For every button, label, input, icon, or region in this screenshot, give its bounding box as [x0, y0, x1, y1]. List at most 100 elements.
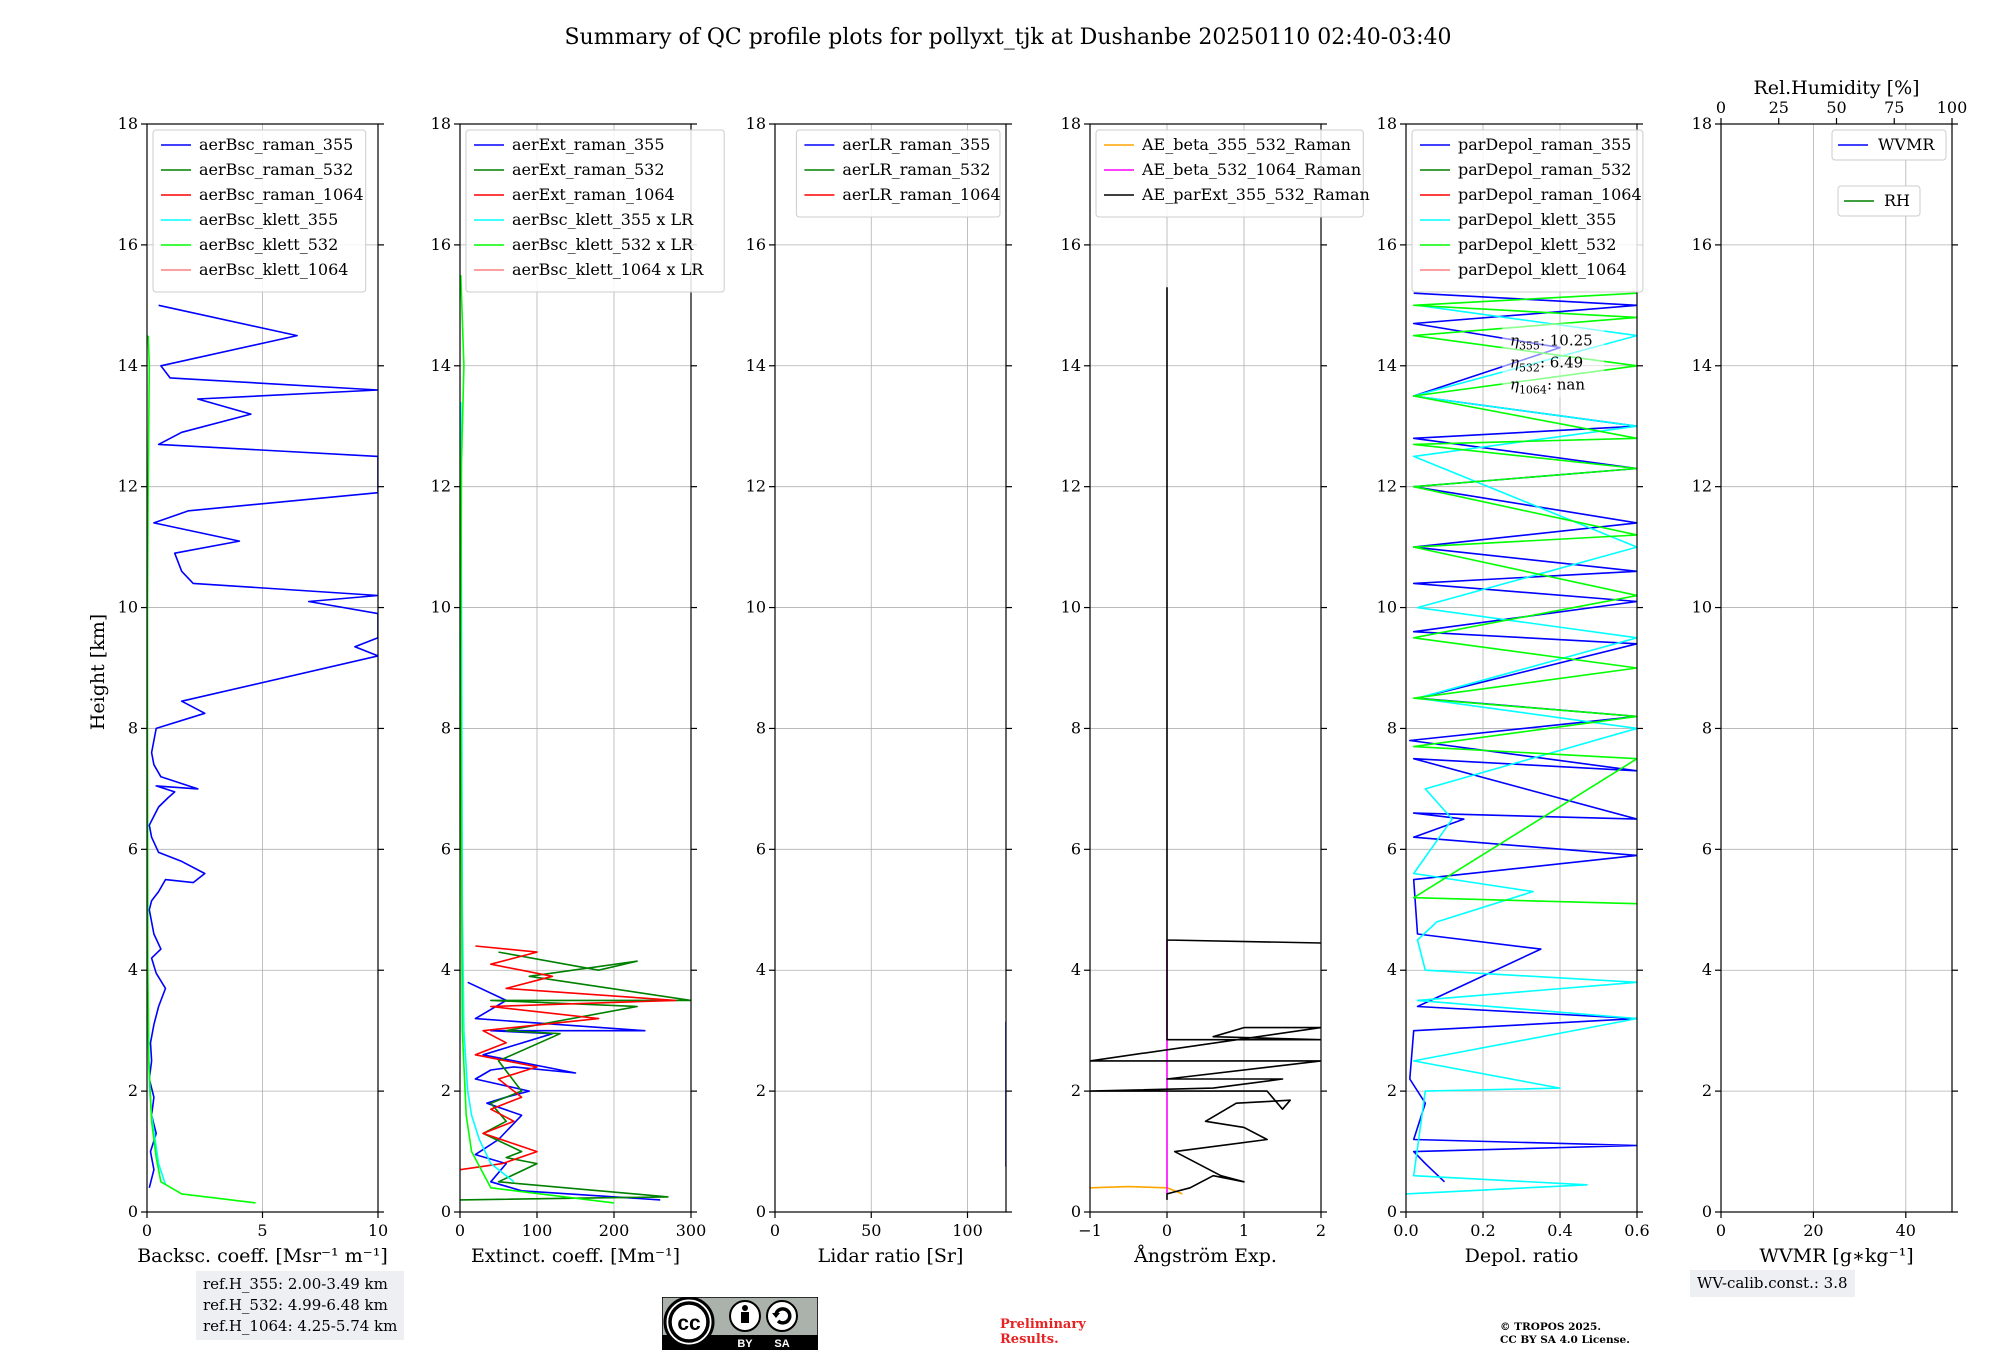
y-tick-label: 0	[1702, 1202, 1712, 1221]
y-tick-label: 14	[431, 356, 451, 375]
x-axis-label: Ångström Exp.	[1133, 1245, 1277, 1267]
x-tick-label: 100	[522, 1221, 553, 1240]
ref-height-532: ref.H_532: 4.99-6.48 km	[203, 1296, 388, 1314]
y-tick-label: 12	[118, 477, 138, 496]
y-tick-label: 4	[1702, 960, 1712, 979]
legend-label: aerBsc_klett_355 x LR	[512, 210, 694, 229]
legend-label: aerExt_raman_532	[512, 160, 665, 179]
y-tick-label: 8	[128, 718, 138, 737]
axes-frame	[459, 123, 692, 1213]
x-tick-label: −1	[1078, 1221, 1102, 1240]
y-tick-label: 10	[1061, 598, 1081, 617]
axes-frame	[1405, 123, 1638, 1213]
y-tick-label: 4	[756, 960, 766, 979]
legend-label: aerBsc_raman_355	[199, 135, 353, 154]
legend-box	[1411, 129, 1644, 293]
legend-label: aerBsc_klett_532 x LR	[512, 235, 694, 254]
series-aerBsc_klett_355 x LR	[460, 401, 515, 1183]
x-tick-label: 300	[676, 1221, 707, 1240]
legend: aerBsc_raman_355 aerBsc_raman_532 aerBsc_r…	[152, 129, 367, 293]
y-tick-label: 8	[1702, 718, 1712, 737]
y-tick-label: 10	[1377, 598, 1397, 617]
top-x-tick-label: 100	[1937, 98, 1968, 117]
x-tick-label: 0.6	[1624, 1221, 1649, 1240]
series-group	[1090, 287, 1321, 1200]
x-axis-label: Depol. ratio	[1465, 1245, 1579, 1267]
y-tick-label: 6	[1387, 839, 1397, 858]
y-tick-label: 6	[441, 839, 451, 858]
legend-label: RH	[1884, 191, 1910, 210]
figure-title: Summary of QC profile plots for pollyxt_…	[564, 25, 1451, 50]
series-parDepol_klett_355	[1406, 304, 1637, 1195]
x-tick-label: 0.2	[1470, 1221, 1495, 1240]
series-aerExt_raman_532	[460, 951, 691, 1201]
eta-label: η1064: nan	[1510, 376, 1585, 397]
x-tick-label: 0	[455, 1221, 465, 1240]
y-tick-label: 14	[118, 356, 138, 375]
y-tick-label: 2	[756, 1081, 766, 1100]
y-tick-label: 8	[1387, 718, 1397, 737]
svg-text:cc: cc	[677, 1312, 701, 1335]
axes-frame	[1720, 123, 1953, 1213]
legend-label: parDepol_raman_532	[1458, 160, 1631, 179]
y-tick-label: 6	[756, 839, 766, 858]
top-axis-label: Rel.Humidity [%]	[1753, 77, 1919, 99]
x-axis-label: Backsc. coeff. [Msr⁻¹ m⁻¹]	[137, 1245, 388, 1267]
legend-label: aerLR_raman_1064	[842, 185, 1000, 204]
y-tick-label: 4	[128, 960, 138, 979]
legend-label: WVMR	[1878, 135, 1935, 154]
x-axis-label: WVMR [g∗kg⁻¹]	[1759, 1245, 1913, 1267]
y-tick-label: 0	[441, 1202, 451, 1221]
y-tick-label: 16	[1061, 235, 1081, 254]
x-tick-label: 40	[1896, 1221, 1916, 1240]
preliminary-line-2: Results.	[1000, 1332, 1059, 1347]
x-tick-label: 100	[952, 1221, 983, 1240]
y-tick-label: 14	[1377, 356, 1397, 375]
panel-lr: 0 2 4 6 8 10 12 14 16 18 0 50 100 Lidar ratio [Sr] aer…	[746, 114, 1012, 1267]
eta-label: η355: 10.25	[1510, 332, 1593, 353]
ref-height-355: ref.H_355: 2.00-3.49 km	[203, 1275, 388, 1293]
x-tick-label: 0	[1162, 1221, 1172, 1240]
x-tick-label: 10	[368, 1221, 388, 1240]
y-tick-label: 2	[1387, 1081, 1397, 1100]
y-tick-label: 0	[756, 1202, 766, 1221]
y-tick-label: 18	[1061, 114, 1081, 133]
cc-by-label: BY	[737, 1338, 753, 1350]
y-tick-label: 14	[1692, 356, 1712, 375]
legend-label: parDepol_klett_532	[1458, 235, 1616, 254]
y-tick-label: 12	[1692, 477, 1712, 496]
y-tick-label: 14	[1061, 356, 1081, 375]
x-tick-label: 1	[1239, 1221, 1249, 1240]
top-x-tick-label: 0	[1716, 98, 1726, 117]
legend-label: aerBsc_klett_1064 x LR	[512, 260, 704, 279]
preliminary-note: Preliminary Results.	[1000, 1317, 1086, 1347]
panel-depol: 0 2 4 6 8 10 12 14 16 18 0.0 0.2 0.4 0.6 Depol. ratio p…	[1377, 114, 1650, 1267]
y-tick-label: 14	[746, 356, 766, 375]
y-tick-label: 18	[1692, 114, 1712, 133]
legend-box	[152, 129, 367, 293]
y-tick-label: 10	[118, 598, 138, 617]
y-tick-label: 16	[746, 235, 766, 254]
legend: AE_beta_355_532_Raman AE_beta_532_1064_Ra…	[1095, 129, 1370, 218]
legend-box	[465, 129, 725, 293]
series-group	[1406, 292, 1637, 1195]
y-tick-label: 0	[1071, 1202, 1081, 1221]
eta-label: η532: 6.49	[1510, 354, 1583, 375]
x-tick-label: 2	[1316, 1221, 1326, 1240]
y-tick-label: 2	[441, 1081, 451, 1100]
legend-box	[1831, 129, 1947, 161]
legend-label: AE_beta_532_1064_Raman	[1141, 160, 1361, 179]
x-axis-label: Lidar ratio [Sr]	[818, 1245, 964, 1267]
legend-label: parDepol_klett_1064	[1458, 260, 1627, 279]
y-tick-label: 4	[1387, 960, 1397, 979]
y-tick-label: 18	[746, 114, 766, 133]
x-tick-label: 0	[142, 1221, 152, 1240]
series-aerBsc_klett_532 x LR	[460, 275, 615, 1204]
series-parDepol_klett_532	[1412, 292, 1637, 905]
legend-entry: WVMR	[1831, 129, 1947, 161]
x-tick-label: 0.0	[1393, 1221, 1418, 1240]
panel-bsc: 0 2 4 6 8 10 12 14 16 18 0 5 10 Backsc. coeff. [Msr⁻¹…	[118, 114, 389, 1267]
preliminary-line-1: Preliminary	[1000, 1317, 1086, 1332]
